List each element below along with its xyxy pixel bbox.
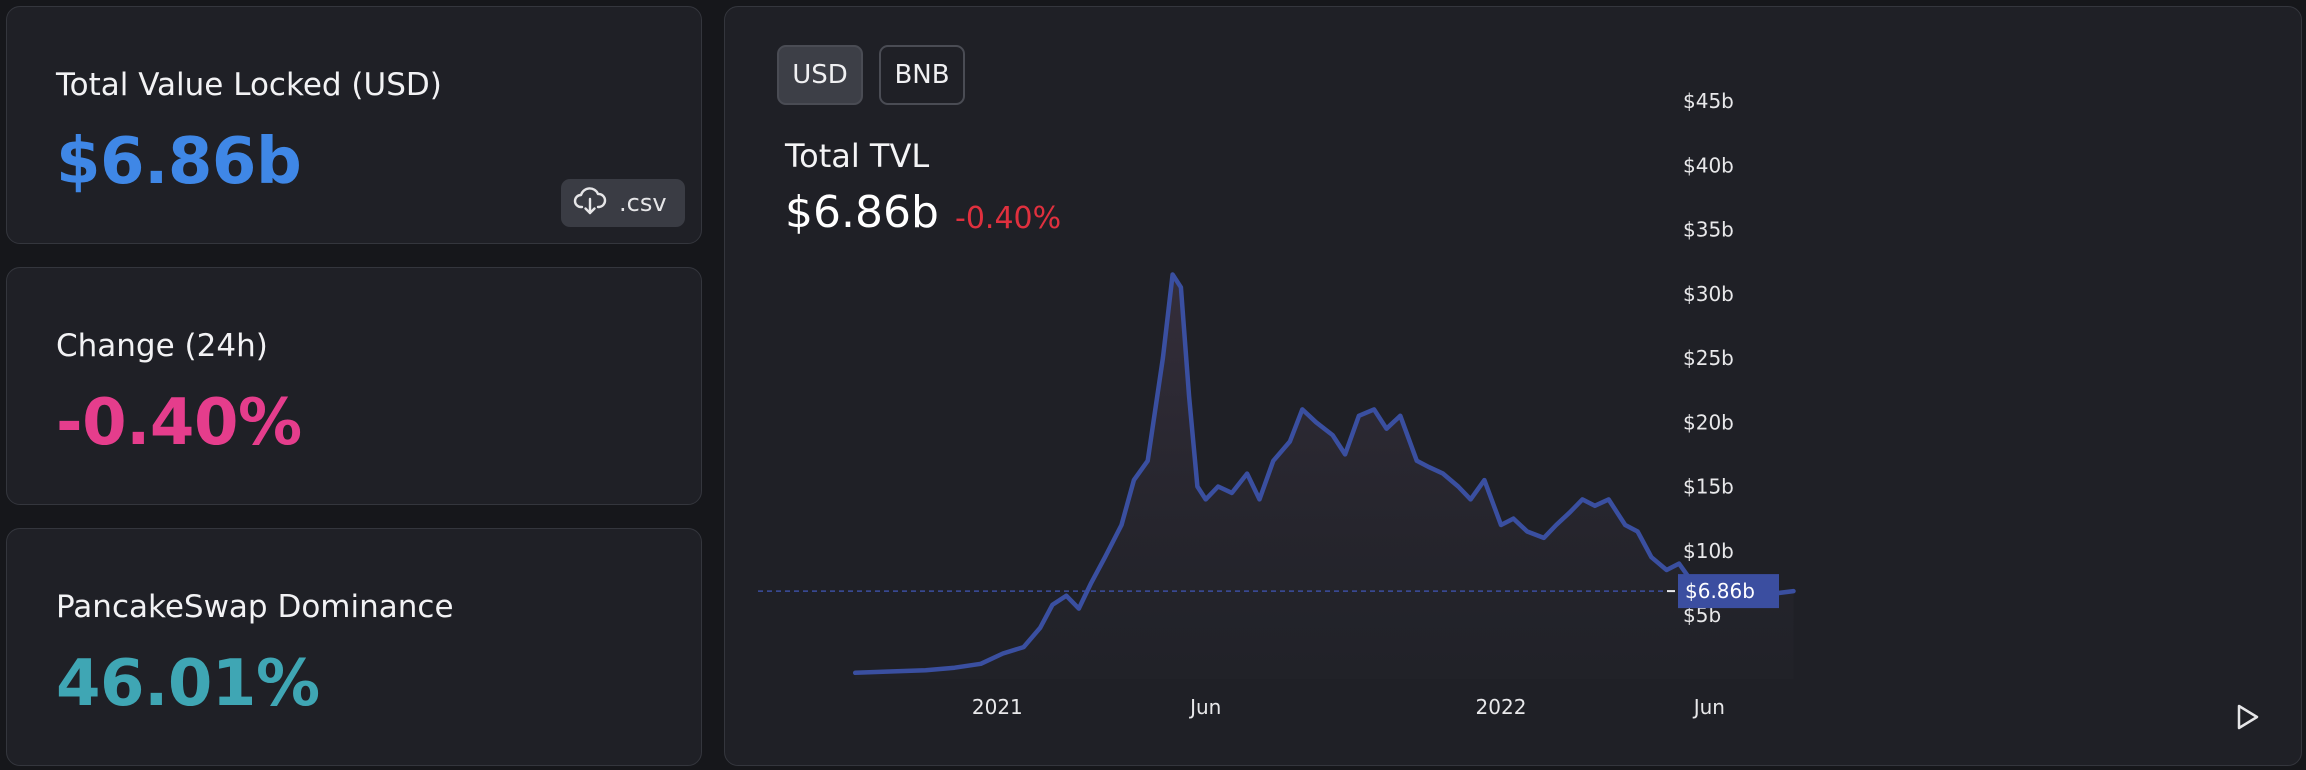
y-tick-label: $25b — [1683, 346, 1734, 370]
dominance-card: PancakeSwap Dominance 46.01% — [6, 528, 702, 766]
change-value: -0.40% — [56, 386, 302, 460]
y-tick-label: $15b — [1683, 475, 1734, 499]
y-tick-label: $35b — [1683, 218, 1734, 242]
x-tick-label: 2021 — [972, 695, 1023, 719]
dominance-label: PancakeSwap Dominance — [56, 589, 454, 625]
play-icon[interactable] — [2229, 699, 2265, 739]
x-tick-label: Jun — [1692, 695, 1725, 719]
usd-toggle-button[interactable]: USD — [777, 45, 863, 105]
y-tick-label: $30b — [1683, 282, 1734, 306]
y-tick-label: $45b — [1683, 89, 1734, 113]
cloud-download-icon — [573, 186, 607, 220]
current-value-badge — [1678, 574, 1779, 609]
chart-title: Total TVL — [785, 137, 930, 175]
y-tick-label: $10b — [1683, 539, 1734, 563]
tvl-series-line — [852, 272, 1796, 676]
y-tick-label: $40b — [1683, 153, 1734, 177]
tvl-area — [855, 274, 1794, 679]
chart-current-value: $6.86b — [785, 187, 939, 238]
dominance-value: 46.01% — [56, 647, 320, 721]
tvl-card: Total Value Locked (USD) $6.86b .csv — [6, 6, 702, 244]
tvl-value: $6.86b — [56, 125, 302, 199]
csv-label: .csv — [619, 189, 667, 217]
y-tick-label: $20b — [1683, 410, 1734, 434]
tvl-chart-panel: USD BNB Total TVL $6.86b -0.40% $5b $10b $… — [724, 6, 2302, 766]
x-tick-label: 2022 — [1476, 695, 1527, 719]
change-label: Change (24h) — [56, 328, 268, 364]
tvl-chart[interactable]: $5b$10b$15b$20b$25b$30b$35b$40b$45b 2021… — [725, 7, 2300, 764]
current-value-label: $6.86b — [1685, 579, 1755, 603]
x-tick-label: Jun — [1188, 695, 1221, 719]
chart-change-value: -0.40% — [955, 201, 1062, 236]
csv-download-button[interactable]: .csv — [561, 179, 685, 227]
bnb-toggle-button[interactable]: BNB — [879, 45, 965, 105]
tvl-label: Total Value Locked (USD) — [56, 67, 442, 103]
change-card: Change (24h) -0.40% — [6, 267, 702, 505]
